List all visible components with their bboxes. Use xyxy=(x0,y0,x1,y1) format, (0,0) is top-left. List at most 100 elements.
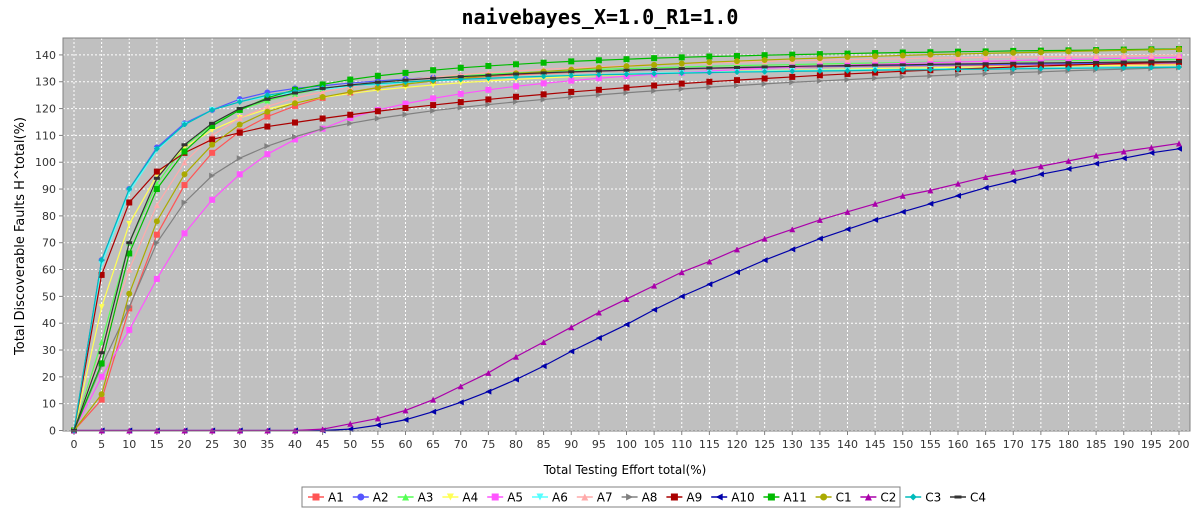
x-tick-label: 15 xyxy=(150,438,164,451)
x-tick-label: 190 xyxy=(1113,438,1134,451)
legend-item-a11: A11 xyxy=(763,491,807,505)
data-point xyxy=(706,84,713,91)
data-point xyxy=(181,182,188,189)
data-point xyxy=(706,66,713,70)
data-point xyxy=(623,296,630,303)
data-point xyxy=(1176,64,1182,71)
legend-box xyxy=(301,486,901,508)
data-point xyxy=(1120,148,1127,155)
data-point xyxy=(153,145,160,152)
data-point xyxy=(347,76,354,83)
data-point xyxy=(623,56,630,63)
data-point xyxy=(623,321,630,328)
data-point xyxy=(1065,53,1072,60)
data-point xyxy=(264,123,271,130)
data-point xyxy=(402,105,409,112)
legend-label: C3 xyxy=(925,491,941,505)
data-point xyxy=(1120,64,1127,71)
data-point xyxy=(816,68,823,75)
data-point xyxy=(457,75,464,79)
data-point xyxy=(292,133,298,140)
data-point xyxy=(319,88,326,95)
data-point xyxy=(734,246,740,253)
data-point xyxy=(1148,46,1155,53)
data-point xyxy=(761,257,768,264)
data-point xyxy=(678,269,685,276)
data-point xyxy=(126,241,133,245)
data-point xyxy=(1037,65,1044,72)
x-tick-label: 55 xyxy=(371,438,385,451)
legend-item-a5: A5 xyxy=(487,491,523,505)
data-point xyxy=(1148,60,1155,64)
data-point xyxy=(153,239,160,246)
x-tick-label: 120 xyxy=(727,438,748,451)
data-point xyxy=(734,82,740,89)
x-tick-label: 10 xyxy=(122,438,136,451)
data-point xyxy=(540,91,547,98)
data-point xyxy=(789,68,796,75)
legend-item-c3: C3 xyxy=(905,491,941,505)
data-point xyxy=(678,60,685,67)
data-point xyxy=(1037,57,1044,64)
data-point xyxy=(816,72,823,79)
data-point xyxy=(651,82,658,89)
data-point xyxy=(927,187,934,194)
data-point xyxy=(374,84,381,91)
data-point xyxy=(761,65,768,69)
data-point xyxy=(623,89,630,96)
data-point xyxy=(872,63,879,67)
data-point xyxy=(1176,60,1182,64)
data-point xyxy=(568,72,575,79)
data-point xyxy=(1010,65,1017,72)
data-point xyxy=(374,115,381,122)
data-point xyxy=(236,114,243,121)
data-point xyxy=(319,81,326,88)
data-point xyxy=(181,143,188,147)
series-layer xyxy=(71,46,1182,434)
x-tick-label: 195 xyxy=(1141,438,1162,451)
data-point xyxy=(623,68,630,72)
data-point xyxy=(153,186,160,193)
data-point xyxy=(816,216,823,223)
data-point xyxy=(1037,163,1044,170)
data-point xyxy=(430,67,437,74)
data-point xyxy=(651,61,658,68)
legend-item-a8: A8 xyxy=(621,491,657,505)
data-point xyxy=(982,70,989,77)
data-point xyxy=(153,218,160,225)
data-point xyxy=(1093,52,1100,59)
x-tick-label: 150 xyxy=(892,438,913,451)
data-point xyxy=(319,115,326,122)
data-point xyxy=(568,58,575,65)
data-point xyxy=(292,136,298,143)
data-point xyxy=(734,69,740,76)
data-point xyxy=(98,396,105,403)
data-point xyxy=(899,55,906,62)
data-point xyxy=(1148,52,1155,59)
data-point xyxy=(153,275,160,282)
data-point xyxy=(98,360,105,367)
data-point xyxy=(1093,65,1100,72)
data-point xyxy=(568,348,575,355)
data-point xyxy=(955,62,961,66)
data-point xyxy=(347,83,354,87)
x-tick-label: 130 xyxy=(782,438,803,451)
data-point xyxy=(1065,157,1072,164)
data-point xyxy=(236,155,243,162)
x-tick-label: 175 xyxy=(1030,438,1051,451)
y-tick-label: 10 xyxy=(42,398,56,411)
data-point xyxy=(1065,48,1072,55)
data-point xyxy=(927,66,934,73)
data-point xyxy=(955,192,961,199)
data-point xyxy=(374,422,381,429)
x-tick-label: 70 xyxy=(454,438,468,451)
x-tick-label: 40 xyxy=(288,438,302,451)
data-point xyxy=(927,62,934,66)
data-point xyxy=(236,98,243,105)
data-point xyxy=(761,57,768,64)
data-point xyxy=(264,103,271,110)
data-point xyxy=(347,114,354,121)
data-point xyxy=(927,59,934,66)
x-tick-label: 155 xyxy=(920,438,941,451)
legend-label: A5 xyxy=(507,491,523,505)
